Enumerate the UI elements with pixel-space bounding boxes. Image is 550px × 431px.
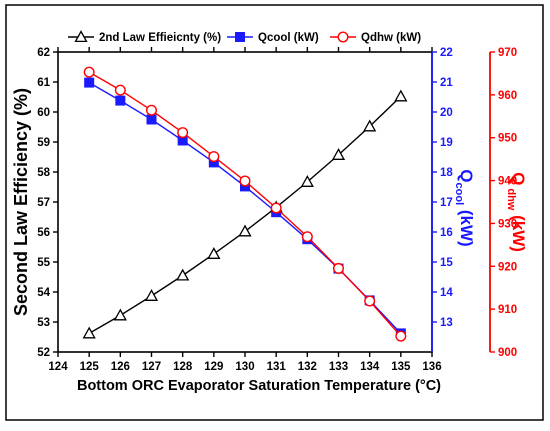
x-tick-label: 125 <box>80 361 100 373</box>
y-right1-tick-label: 16 <box>440 227 453 239</box>
x-tick-label: 132 <box>298 361 317 373</box>
y-right2-tick-label: 910 <box>498 304 517 316</box>
x-tick-label: 128 <box>173 361 193 373</box>
series-2-point <box>270 202 282 214</box>
series-2-point <box>333 262 345 274</box>
y-right1-tick-label: 19 <box>440 137 453 149</box>
series-2-point <box>239 175 251 187</box>
y-right2-tick-label: 900 <box>498 347 517 359</box>
y-right2-tick-label: 920 <box>498 261 517 273</box>
y-left-tick-label: 57 <box>37 197 50 209</box>
y-right2-tick-label: 940 <box>498 176 517 188</box>
y-right1-tick-label: 22 <box>440 47 453 59</box>
x-tick-label: 129 <box>204 361 223 373</box>
series-0-point <box>144 289 159 301</box>
x-tick-label: 124 <box>48 361 68 373</box>
y-right1-axis-title: Qcool (kW) <box>453 169 476 246</box>
y-right1-tick-label: 15 <box>440 257 453 269</box>
x-axis-title: Bottom ORC Evaporator Saturation Tempera… <box>77 378 441 394</box>
series-0-point <box>238 224 252 237</box>
legend-label-2: Qdhw (kW) <box>361 32 421 44</box>
y-right1-tick-label: 13 <box>440 317 453 329</box>
y-left-tick-label: 58 <box>37 167 50 179</box>
y-right1-tick-label: 17 <box>440 197 453 209</box>
series-1-point <box>84 77 95 88</box>
series-line-1 <box>88 81 402 334</box>
y-left-axis-title: Second Law Efficiency (%) <box>11 88 31 316</box>
series-1-point <box>115 95 126 106</box>
y-right2-tick-label: 930 <box>498 218 517 230</box>
y-left-tick-label: 53 <box>37 317 50 329</box>
x-tick-label: 131 <box>267 361 287 373</box>
x-tick-label: 133 <box>329 361 348 373</box>
series-line-2 <box>88 71 402 337</box>
x-tick-label: 136 <box>422 361 441 373</box>
series-2-point <box>364 295 376 307</box>
y-left-tick-label: 52 <box>37 347 50 359</box>
series-2-point <box>83 66 95 78</box>
outer-frame <box>5 4 544 421</box>
series-0-point <box>300 175 314 187</box>
y-left-tick-label: 54 <box>37 287 50 299</box>
y-left-tick-label: 60 <box>37 107 50 119</box>
x-tick-label: 126 <box>111 361 130 373</box>
y-right1-tick-label: 20 <box>440 107 453 119</box>
series-2-point <box>208 151 220 163</box>
series-0-point <box>394 89 408 102</box>
y-left-tick-label: 56 <box>37 227 50 239</box>
series-1-point <box>146 114 157 125</box>
x-tick-label: 127 <box>142 361 161 373</box>
series-2-point <box>114 84 126 96</box>
legend-label-0: 2nd Law Effieicnty (%) <box>99 32 221 44</box>
x-tick-label: 135 <box>391 361 411 373</box>
x-tick-label: 134 <box>360 361 380 373</box>
series-0-point <box>176 268 190 281</box>
y-right1-tick-label: 21 <box>440 77 453 89</box>
series-0-point <box>207 247 221 259</box>
series-0-point <box>363 119 377 132</box>
y-right2-tick-label: 970 <box>498 47 517 59</box>
series-2-point <box>301 231 313 243</box>
y-left-tick-label: 62 <box>37 47 50 59</box>
x-tick-label: 130 <box>235 361 254 373</box>
series-0-point <box>113 308 127 321</box>
y-right2-tick-label: 960 <box>498 90 517 102</box>
y-right2-tick-label: 950 <box>498 133 517 145</box>
y-right2-axis-title: Q dhw (kW) <box>505 172 528 252</box>
legend-marker-0 <box>74 30 88 43</box>
series-0-point <box>82 326 96 339</box>
y-left-tick-label: 59 <box>37 137 50 149</box>
series-0-point <box>331 148 346 160</box>
series-2-point <box>177 127 189 139</box>
legend-marker-2 <box>337 31 349 43</box>
y-left-tick-label: 61 <box>37 77 50 89</box>
series-2-point <box>395 330 407 342</box>
series-2-point <box>145 104 157 116</box>
y-right1-tick-label: 14 <box>440 287 453 299</box>
series-line-0 <box>88 95 402 335</box>
legend-label-1: Qcool (kW) <box>258 32 319 44</box>
y-left-tick-label: 55 <box>37 257 50 269</box>
legend-marker-1 <box>235 32 245 42</box>
y-right1-tick-label: 18 <box>440 167 453 179</box>
